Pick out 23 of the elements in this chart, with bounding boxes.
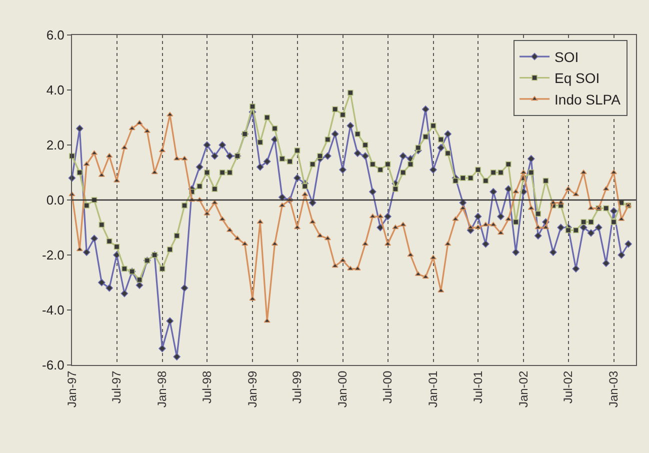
y-tick-label: 6.0: [46, 28, 64, 43]
y-tick-label: 4.0: [46, 82, 64, 98]
x-tick-label: Jan-99: [245, 370, 260, 408]
legend-label: SOI: [554, 49, 579, 66]
x-tick-label: Jan-01: [426, 370, 440, 408]
x-tick-label: Jan-00: [336, 370, 350, 408]
x-tick-label: Jul-98: [200, 370, 214, 404]
x-tick-label: Jan-98: [155, 370, 170, 408]
x-tick-label: Jul-99: [290, 370, 304, 404]
x-tick-label: Jul-00: [380, 370, 395, 404]
x-tick-label: Jul-01: [470, 370, 485, 404]
legend-label: Eq SOI: [554, 70, 600, 86]
x-tick-label: Jan-03: [606, 370, 621, 408]
y-tick-label: 0.0: [46, 192, 64, 208]
y-tick-label: 2.0: [46, 138, 64, 153]
x-tick-label: Jan-02: [516, 370, 530, 408]
y-tick-label: -6.0: [42, 358, 64, 373]
y-tick-label: -2.0: [42, 248, 64, 263]
x-tick-label: Jul-97: [110, 370, 124, 404]
legend-label: Indo SLPA: [554, 91, 622, 108]
y-tick-label: -4.0: [42, 302, 64, 318]
x-tick-label: Jan-97: [64, 370, 79, 408]
x-tick-label: Jul-02: [561, 370, 576, 404]
